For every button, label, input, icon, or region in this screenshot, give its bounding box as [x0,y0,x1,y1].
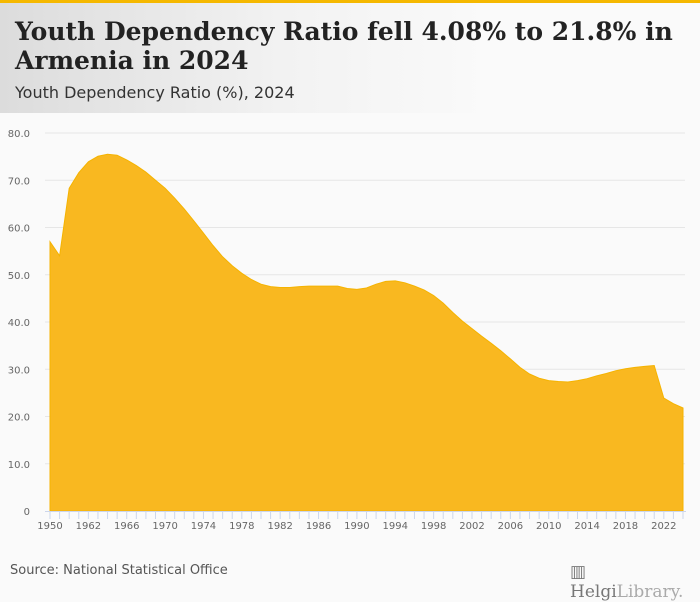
x-tick-label: 1950 [37,521,62,532]
y-tick-label: 70.0 [8,176,30,187]
x-tick-label: 1974 [191,521,216,532]
chart-subtitle: Youth Dependency Ratio (%), 2024 [15,83,295,102]
y-tick-label: 50.0 [8,271,30,282]
x-tick-label: 1982 [267,521,292,532]
x-tick-label: 1970 [152,521,177,532]
x-tick-label: 1962 [76,521,101,532]
x-tick-label: 1994 [383,521,408,532]
source-note: Source: National Statistical Office [10,563,228,578]
y-tick-label: 40.0 [8,318,30,329]
helgi-library-logo: ▥ HelgiLibrary. [570,562,684,602]
x-tick-label: 1966 [114,521,139,532]
x-tick-label: 1998 [421,521,446,532]
y-tick-label: 30.0 [8,365,30,376]
y-tick-label: 60.0 [8,224,30,235]
x-tick-label: 1978 [229,521,254,532]
logo-icon: ▥ [570,562,587,582]
y-tick-label: 0 [24,507,30,518]
x-tick-label: 2022 [651,521,676,532]
x-tick-label: 2018 [613,521,638,532]
x-tick-label: 1986 [306,521,331,532]
y-tick-label: 20.0 [8,413,30,424]
x-tick-label: 2010 [536,521,561,532]
y-tick-label: 10.0 [8,460,30,471]
header: Youth Dependency Ratio fell 4.08% to 21.… [0,3,700,113]
x-tick-label: 2002 [459,521,484,532]
page-title: Youth Dependency Ratio fell 4.08% to 21.… [15,17,673,75]
x-tick-label: 2006 [498,521,523,532]
accent-bar [0,0,700,3]
data-area [49,153,684,512]
x-tick-label: 1990 [344,521,369,532]
x-tick-label: 2014 [574,521,599,532]
y-tick-label: 80.0 [8,129,30,140]
